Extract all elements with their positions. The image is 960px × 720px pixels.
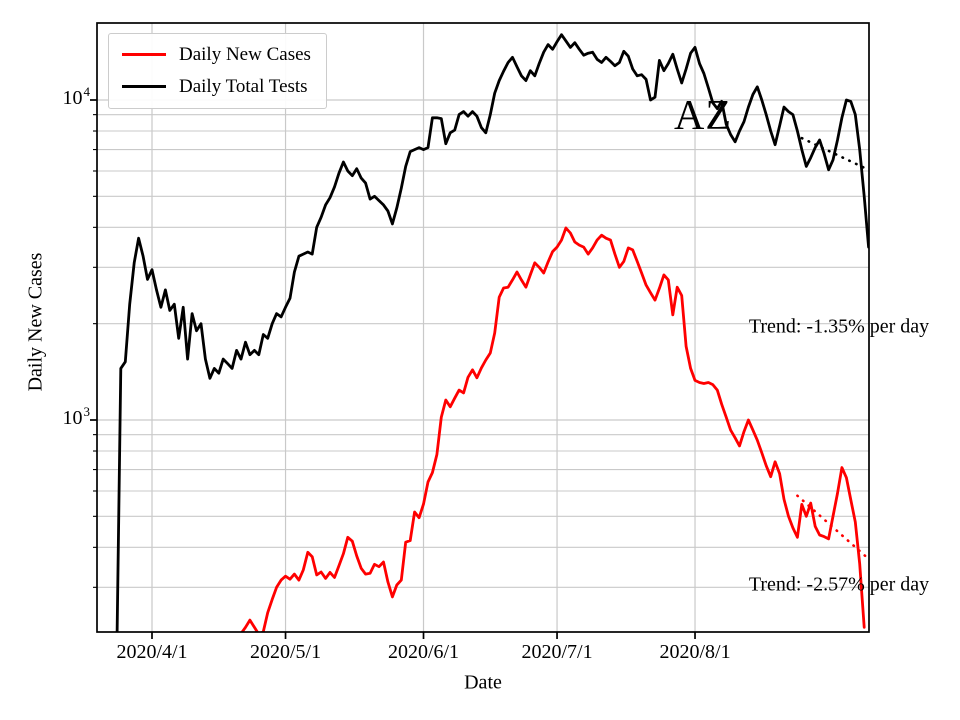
data-series bbox=[115, 33, 869, 632]
red-line-swatch bbox=[122, 53, 166, 56]
x-axis-label: Date bbox=[464, 671, 502, 694]
legend-label: Daily Total Tests bbox=[179, 76, 308, 97]
x-tick-label: 2020/7/1 bbox=[521, 641, 593, 663]
series-line-daily-total-tests bbox=[115, 33, 869, 632]
y-axis-label: Daily New Cases bbox=[24, 252, 47, 392]
state-annotation: AZ bbox=[674, 93, 732, 139]
legend: Daily New Cases Daily Total Tests bbox=[108, 33, 327, 109]
legend-entry-daily-total-tests: Daily Total Tests bbox=[122, 74, 311, 99]
trend-lines bbox=[796, 136, 869, 561]
cases-trend-annotation: Trend: -2.57% per day bbox=[748, 573, 930, 596]
legend-label: Daily New Cases bbox=[179, 44, 311, 65]
x-tick-label: 2020/8/1 bbox=[659, 641, 731, 663]
series-line-daily-new-cases bbox=[240, 226, 866, 632]
axis-ticks bbox=[90, 99, 696, 639]
y-tick-label: 103 bbox=[62, 404, 91, 429]
y-tick-label: 104 bbox=[62, 84, 91, 109]
tests-trend-annotation: Trend: -1.35% per day bbox=[748, 315, 930, 338]
x-tick-label: 2020/5/1 bbox=[249, 641, 322, 663]
black-line-swatch bbox=[122, 85, 166, 88]
x-tick-label: 2020/4/1 bbox=[116, 641, 188, 663]
x-tick-label: 2020/6/1 bbox=[387, 641, 460, 663]
plot-frame bbox=[96, 22, 870, 633]
legend-entry-daily-new-cases: Daily New Cases bbox=[122, 42, 311, 67]
grid-lines bbox=[97, 23, 869, 632]
